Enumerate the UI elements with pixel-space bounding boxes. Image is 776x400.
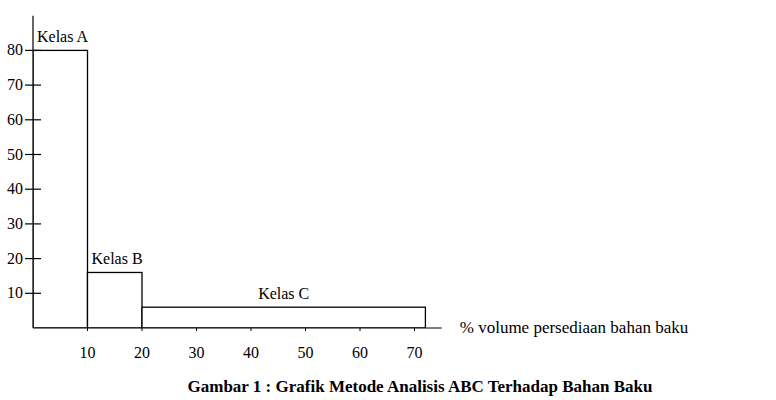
- y-axis: [32, 16, 33, 328]
- x-tick: [251, 328, 252, 331]
- y-tick: [25, 223, 41, 224]
- chart: Kelas A Kelas B Kelas C 10 20 30 40 50 60 70 80 10 2…: [0, 0, 776, 400]
- x-tick: [305, 328, 306, 331]
- bar: [33, 50, 88, 328]
- y-tick: [25, 50, 41, 51]
- y-tick: [25, 293, 41, 294]
- x-tick: [196, 328, 197, 331]
- y-tick-label: 40: [7, 180, 23, 197]
- y-tick-label: 80: [7, 41, 23, 58]
- x-tick-label: 30: [189, 344, 205, 361]
- y-tick-label: 30: [7, 215, 23, 232]
- y-tick-label: 10: [7, 284, 23, 301]
- y-tick-label: 50: [7, 146, 23, 163]
- y-tick-label: 20: [7, 250, 23, 267]
- y-tick-label: 70: [7, 76, 23, 93]
- x-tick: [142, 328, 143, 331]
- x-tick-label: 50: [298, 344, 314, 361]
- x-axis: [33, 327, 442, 328]
- x-tick-label: 10: [80, 344, 96, 361]
- x-tick: [414, 328, 415, 331]
- bar: [88, 272, 143, 328]
- x-tick-label: 70: [407, 344, 423, 361]
- y-tick: [25, 189, 41, 190]
- category-label: Kelas B: [92, 250, 143, 267]
- bars: [33, 50, 425, 328]
- x-tick-label: 40: [243, 344, 259, 361]
- x-tick: [87, 328, 88, 331]
- category-label: Kelas C: [258, 285, 309, 302]
- y-tick: [25, 154, 41, 155]
- x-tick: [360, 328, 361, 331]
- y-tick: [25, 119, 41, 120]
- x-tick-label: 60: [352, 344, 368, 361]
- y-tick-label: 60: [7, 111, 23, 128]
- title: Gambar 1 : Grafik Metode Analisis ABC Te…: [188, 377, 653, 396]
- y-tick: [25, 84, 41, 85]
- y-tick: [25, 258, 41, 259]
- bar: [142, 307, 425, 328]
- category-label: Kelas A: [37, 28, 89, 45]
- x-tick-label: 20: [134, 344, 150, 361]
- x-axis-label: % volume persediaan bahan baku: [460, 318, 689, 337]
